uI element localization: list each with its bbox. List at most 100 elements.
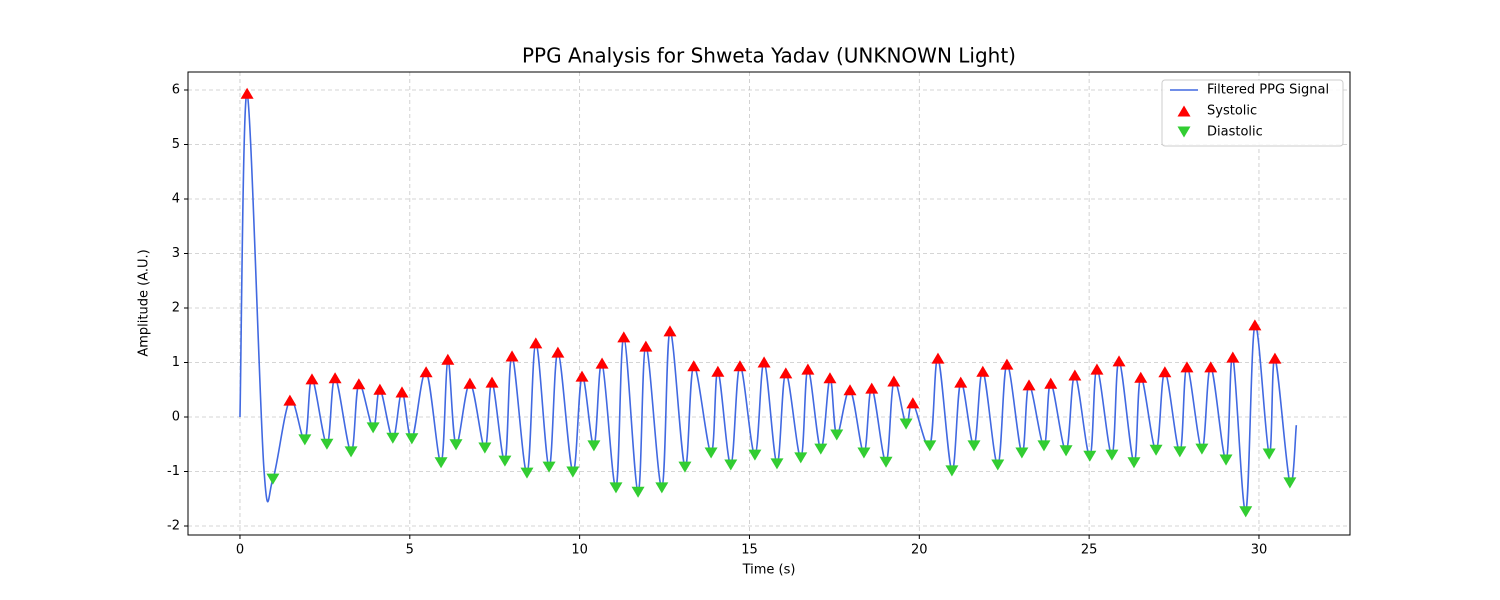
- peak-marker: [266, 473, 280, 485]
- peak-marker: [1059, 445, 1073, 457]
- legend-label: Diastolic: [1207, 125, 1263, 140]
- peak-marker: [1158, 366, 1172, 378]
- legend-swatch: [1177, 105, 1191, 117]
- peak-marker: [814, 443, 828, 455]
- peak-marker: [1127, 457, 1141, 469]
- peak-marker: [899, 418, 913, 430]
- peak-marker: [1219, 454, 1233, 466]
- peak-marker: [498, 455, 512, 467]
- peak-marker: [1112, 355, 1126, 367]
- legend-label: Filtered PPG Signal: [1207, 83, 1329, 98]
- peak-marker: [1195, 443, 1209, 455]
- peak-marker: [631, 486, 645, 498]
- peak-marker: [1226, 351, 1240, 363]
- peak-marker: [991, 459, 1005, 471]
- peak-marker: [639, 340, 653, 352]
- legend-label: Systolic: [1207, 104, 1257, 119]
- peak-marker: [1134, 371, 1148, 383]
- peak-marker: [906, 397, 920, 409]
- peak-marker: [485, 376, 499, 388]
- peak-marker: [405, 433, 419, 445]
- peak-marker: [655, 482, 669, 494]
- peak-marker: [298, 434, 312, 446]
- x-tick-label: 20: [911, 543, 928, 558]
- peak-marker: [823, 372, 837, 384]
- y-tick-label: 3: [172, 246, 180, 261]
- peak-marker: [967, 440, 981, 452]
- peak-marker: [609, 482, 623, 494]
- peak-marker: [923, 440, 937, 452]
- peak-marker: [505, 350, 519, 362]
- chart-title: PPG Analysis for Shweta Yadav (UNKNOWN L…: [522, 44, 1016, 68]
- legend-box: [1161, 79, 1344, 147]
- x-tick-label: 10: [571, 543, 588, 558]
- peak-marker: [757, 356, 771, 368]
- peak-marker: [724, 459, 738, 471]
- peak-marker: [328, 372, 342, 384]
- peak-marker: [595, 357, 609, 369]
- y-tick-label: 1: [172, 355, 180, 370]
- y-tick-label: 4: [172, 191, 180, 206]
- peak-marker: [1105, 449, 1119, 461]
- peak-marker: [1283, 477, 1297, 489]
- x-tick-label: 30: [1251, 543, 1268, 558]
- peak-marker: [366, 422, 380, 434]
- peak-marker: [843, 384, 857, 396]
- y-axis-label: Amplitude (A.U.): [137, 249, 152, 356]
- peak-marker: [1000, 358, 1014, 370]
- peak-marker: [830, 429, 844, 441]
- peak-marker: [566, 466, 580, 478]
- peak-marker: [1044, 377, 1058, 389]
- peak-marker: [954, 376, 968, 388]
- peak-marker: [1037, 440, 1051, 452]
- peak-marker: [687, 360, 701, 372]
- peak-marker: [520, 467, 534, 479]
- x-tick-label: 5: [406, 543, 414, 558]
- peak-marker: [240, 87, 254, 99]
- peak-marker: [587, 440, 601, 452]
- peak-marker: [1268, 352, 1282, 364]
- peak-marker: [801, 363, 815, 375]
- peak-marker: [663, 325, 677, 337]
- peak-marker: [1180, 361, 1194, 373]
- peak-marker: [678, 461, 692, 473]
- peak-marker: [857, 447, 871, 459]
- peak-marker: [441, 353, 455, 365]
- legend-swatch: [1177, 126, 1191, 138]
- y-tick-label: -1: [167, 464, 180, 479]
- peak-marker: [976, 365, 990, 377]
- signal-line: [239, 92, 1298, 513]
- peak-marker: [449, 439, 463, 451]
- peak-marker: [305, 373, 319, 385]
- y-tick-label: 5: [172, 137, 180, 152]
- x-tick-label: 25: [1081, 543, 1098, 558]
- peak-marker: [1262, 448, 1276, 460]
- peak-marker: [945, 465, 959, 477]
- peak-marker: [1248, 319, 1262, 331]
- peak-marker: [865, 382, 879, 394]
- peak-marker: [419, 366, 433, 378]
- peak-marker: [551, 346, 565, 358]
- x-tick-label: 15: [741, 543, 758, 558]
- peak-marker: [1068, 369, 1082, 381]
- peak-marker: [617, 331, 631, 343]
- peak-marker: [1083, 450, 1097, 462]
- y-tick-label: 0: [172, 410, 180, 425]
- peak-marker: [352, 378, 366, 390]
- peak-marker: [770, 458, 784, 470]
- peak-marker: [575, 370, 589, 382]
- peak-marker: [1022, 379, 1036, 391]
- peak-marker: [373, 383, 387, 395]
- peak-marker: [1015, 447, 1029, 459]
- peak-marker: [542, 461, 556, 473]
- x-axis-label: Time (s): [742, 563, 796, 578]
- peak-marker: [733, 360, 747, 372]
- peak-marker: [1204, 361, 1218, 373]
- peak-marker: [704, 447, 718, 459]
- peak-marker: [931, 352, 945, 364]
- peak-marker: [879, 456, 893, 468]
- x-tick-label: 0: [236, 543, 244, 558]
- peak-marker: [748, 449, 762, 461]
- peak-marker: [395, 386, 409, 398]
